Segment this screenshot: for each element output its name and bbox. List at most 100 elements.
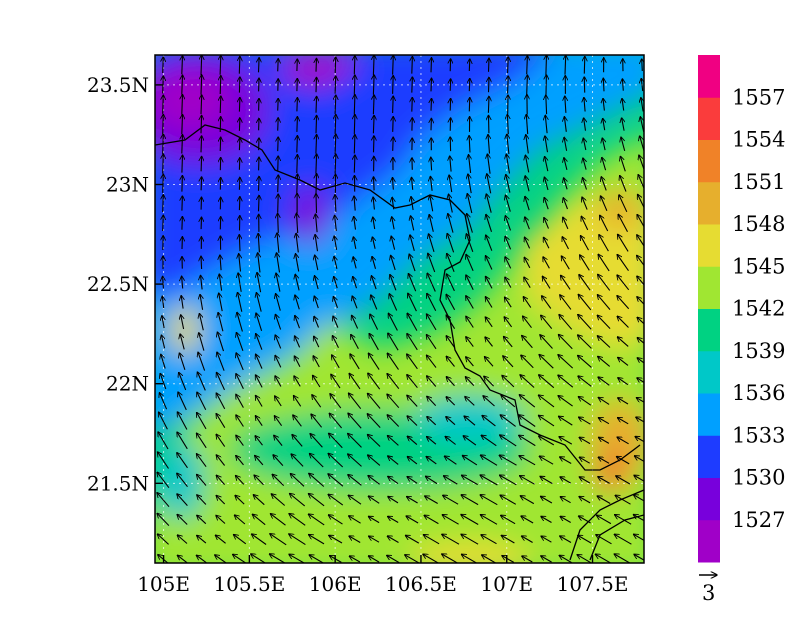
wind-arrow [387,536,399,543]
wind-arrow [310,434,323,448]
wind-arrow [297,155,298,174]
wind-arrow [637,276,644,286]
wind-arrow [579,275,591,291]
wind-arrow [603,78,604,92]
wind-arrow [295,274,300,291]
wind-arrow [544,177,549,191]
wind-arrow [388,313,398,331]
wind-arrow [407,436,418,446]
wind-arrow [424,515,439,525]
colorbar-label: 1542 [732,297,785,321]
wind-arrow [447,253,455,273]
wind-arrow [520,375,535,388]
wind-arrow [480,495,498,506]
wind-arrow [388,456,399,465]
wind-arrow [500,435,517,447]
wind-arrow [501,395,516,408]
colorbar-segment [698,139,720,183]
wind-arrow [201,75,202,95]
wind-arrow [236,415,244,427]
wind-arrow [469,78,470,92]
wind-arrow [446,397,456,406]
wind-arrow [316,77,317,93]
wind-arrow [369,334,379,351]
wind-arrow [603,98,604,111]
wind-arrow [542,296,552,309]
wind-arrow [177,535,188,544]
wind-arrow [560,477,571,484]
wind-arrow [162,316,164,329]
wind-arrow [485,337,493,347]
wind-arrow [523,316,532,329]
wind-arrow [427,355,437,368]
wind-arrow [499,455,517,466]
wind-arrow [564,178,568,190]
wind-arrow [256,313,263,331]
wind-arrow [407,457,418,465]
wind-arrow [238,292,243,312]
wind-arrow [519,456,536,466]
wind-arrow [157,513,170,526]
wind-arrow [446,336,456,348]
wind-arrow [297,117,298,132]
wind-arrow [309,555,324,563]
wind-arrow [256,395,263,407]
wind-arrow [488,135,490,154]
wind-arrow [388,497,399,504]
wind-arrow [329,433,343,449]
wind-arrow [353,277,358,289]
wind-arrow [617,457,630,465]
wind-arrow [502,375,515,388]
wind-arrow [462,475,478,486]
wind-arrow [333,316,339,328]
wind-arrow [617,337,629,347]
wind-arrow [633,515,644,522]
wind-arrow [412,177,413,190]
wind-arrow [541,496,553,504]
wind-arrow [201,177,202,191]
wind-arrow [561,256,570,270]
wind-arrow [595,554,612,563]
wind-arrow [239,197,240,211]
wind-arrow [634,554,644,561]
wind-arrows [157,55,644,563]
wind-arrow [558,375,574,388]
wind-arrow [353,237,355,250]
wind-arrow [295,316,301,329]
wind-arrow [373,115,374,134]
wind-arrow [618,418,629,425]
wind-arrow [201,275,203,290]
y-tick-label: 22N [106,372,149,396]
wind-arrow [368,476,380,485]
wind-arrow [443,495,459,505]
wind-arrow [331,374,341,389]
wind-arrow [617,255,629,272]
wind-arrow [329,413,343,429]
wind-arrow [163,215,164,232]
wind-arrow [503,356,514,368]
wind-arrow [427,314,437,331]
wind-arrow [233,554,247,563]
wind-arrow [423,554,440,563]
wind-arrow [506,195,511,212]
wind-arrow [545,115,547,134]
wind-arrow [216,475,226,485]
wind-arrow [469,136,470,153]
wind-arrow [622,118,625,131]
x-tick-label: 105E [137,572,190,596]
wind-arrow [387,436,399,446]
wind-arrow [559,437,573,445]
wind-arrow [219,293,223,312]
wind-arrow [578,294,592,311]
wind-arrow [392,197,394,210]
wind-arrow [562,237,569,250]
wind-arrow [504,336,513,348]
wind-arrow [349,516,361,524]
wind-arrow [353,257,356,269]
wind-arrow [239,235,240,252]
wind-arrow [638,194,644,209]
wind-arrow [407,395,418,407]
wind-arrow [354,217,356,230]
wind-arrow [387,555,400,563]
wind-arrow [257,273,262,293]
